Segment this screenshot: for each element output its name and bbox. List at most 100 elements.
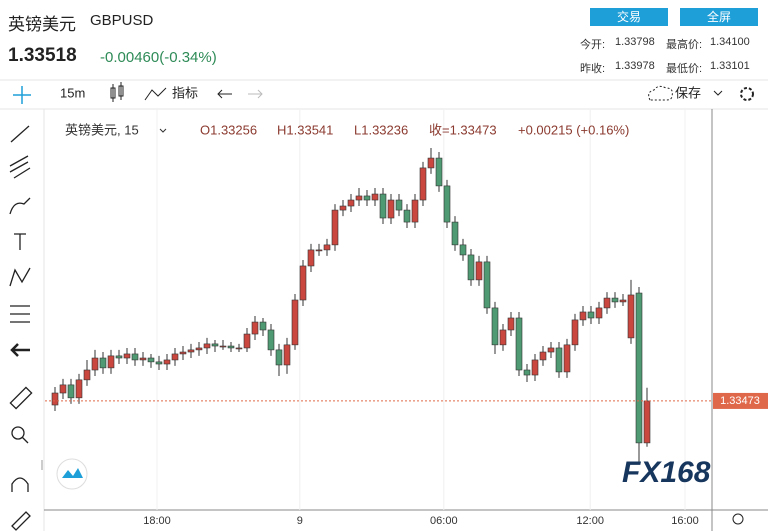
candle-body (635, 292, 643, 444)
candle-body (539, 351, 547, 361)
measure-tool[interactable] (10, 305, 30, 323)
ruler-tool[interactable] (9, 386, 33, 410)
trade-button[interactable]: 交易 (590, 8, 668, 26)
candle-body (259, 321, 267, 331)
stat-value: 1.34100 (710, 36, 750, 48)
candle-body (235, 347, 243, 350)
candle-body (363, 195, 371, 201)
brush-tool[interactable] (9, 197, 31, 215)
candle-body (619, 299, 627, 303)
fib-tool[interactable] (9, 155, 31, 179)
candle-body (107, 355, 115, 369)
candle-type[interactable] (110, 82, 124, 102)
stat-value: 1.33978 (615, 60, 655, 72)
candle-body (571, 319, 579, 346)
indicators[interactable]: 指标 (172, 85, 198, 100)
watermark: FX168 (622, 456, 711, 489)
interval[interactable]: 15m (60, 85, 85, 100)
candle-body (83, 369, 91, 381)
logo-button[interactable] (56, 458, 88, 490)
candle-body (339, 205, 347, 211)
text-tool[interactable] (14, 233, 26, 250)
stat-value: 1.33101 (710, 60, 750, 72)
candle-body (523, 369, 531, 376)
candle-body (323, 244, 331, 251)
crosshair-tool[interactable] (13, 86, 31, 104)
candle-body (563, 344, 571, 373)
candle-body (315, 249, 323, 252)
candle-body (611, 297, 619, 303)
x-tick-label: 06:00 (430, 515, 458, 527)
price-change: -0.00460(-0.34%) (100, 49, 217, 66)
x-tick-label: 16:00 (671, 515, 699, 527)
candle-body (99, 357, 107, 369)
x-tick-label: 18:00 (143, 515, 171, 527)
undo[interactable] (217, 89, 232, 99)
legend-change: +0.00215 (+0.16%) (518, 122, 629, 137)
axis-settings[interactable] (732, 513, 744, 525)
candle-body (347, 199, 355, 207)
candle-body (59, 384, 67, 394)
magnet-tool[interactable] (11, 477, 29, 492)
candle-body (219, 345, 227, 348)
candle-body (627, 294, 635, 339)
x-tick-label: 9 (297, 515, 303, 527)
candle-body (515, 317, 523, 371)
candle-body (411, 199, 419, 223)
draw-tool[interactable] (11, 511, 31, 531)
zoom-tool[interactable] (11, 426, 25, 440)
cloud-icon[interactable] (648, 85, 673, 101)
candle-body (75, 379, 83, 399)
price-label-bg (713, 392, 768, 409)
indicator-icon[interactable] (144, 87, 167, 101)
candle-body (507, 317, 515, 331)
candle-body (603, 297, 611, 309)
candle-body (387, 199, 395, 219)
candle-body (483, 261, 491, 309)
line-tool[interactable] (10, 125, 30, 143)
candle-body (379, 193, 387, 219)
candle-body (427, 157, 435, 169)
candle-body (459, 244, 467, 256)
logo-icon (62, 468, 83, 478)
legend-name: 英镑美元, 15 (65, 122, 139, 137)
save-menu[interactable] (713, 90, 723, 96)
candle-body (203, 343, 211, 349)
legend-menu[interactable] (159, 128, 167, 133)
candle-body (547, 347, 555, 353)
candle-body (195, 347, 203, 351)
settings[interactable] (740, 87, 754, 101)
pattern-tool[interactable] (9, 267, 31, 287)
candle-body (595, 307, 603, 319)
fullscreen-button[interactable]: 全屏 (680, 8, 758, 26)
candle-body (155, 361, 163, 365)
stat-label: 最高价: (666, 39, 703, 51)
redo[interactable] (248, 89, 263, 99)
price-label: 1.33473 (720, 395, 760, 407)
candle-body (395, 199, 403, 211)
candle-body (579, 311, 587, 321)
candle-body (403, 209, 411, 223)
candle-body (275, 349, 283, 366)
candle-body (307, 249, 315, 267)
legend-high: H1.33541 (277, 122, 333, 137)
candle-body (267, 329, 275, 351)
candle-body (91, 357, 99, 371)
candle-body (499, 329, 507, 346)
candle-body (147, 357, 155, 363)
candle-body (451, 221, 459, 246)
candle-body (435, 157, 443, 187)
candle-body (123, 353, 131, 359)
candle-body (179, 351, 187, 355)
candle-body (243, 333, 251, 349)
candle-body (299, 265, 307, 301)
candle-body (355, 195, 363, 201)
candle-body (419, 167, 427, 201)
back-tool[interactable] (10, 343, 30, 357)
stat-label: 今开: (580, 39, 606, 51)
candle-body (115, 355, 123, 359)
candle-body (251, 321, 259, 335)
save[interactable]: 保存 (675, 85, 701, 100)
stat-value: 1.33798 (615, 36, 655, 48)
